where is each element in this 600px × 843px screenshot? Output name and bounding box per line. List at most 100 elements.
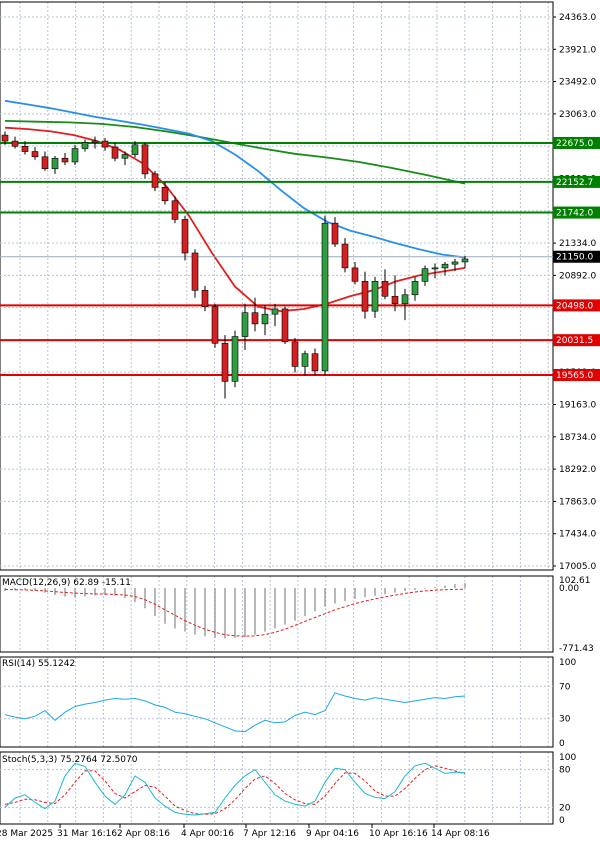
- rsi-y-label: 100: [559, 658, 576, 668]
- candle-body: [451, 261, 459, 265]
- macd-y-label: -771.43: [559, 644, 594, 654]
- level-label: 20498.0: [556, 301, 593, 311]
- x-tick-label: 14 Apr 08:16: [431, 829, 490, 839]
- candle-body: [151, 173, 159, 188]
- ma-red-line: [4, 126, 466, 313]
- macd-label: MACD(12,26,9) 62.89 -15.11: [2, 578, 131, 588]
- candle-body: [291, 341, 299, 367]
- candle-body: [31, 151, 39, 158]
- candle-body: [1, 134, 9, 142]
- macd-y-label: 0.00: [559, 584, 579, 594]
- x-tick-label: 28 Mar 2025: [0, 829, 53, 839]
- x-tick-label: 2 Apr 08:16: [117, 829, 170, 839]
- level-label: 22675.0: [556, 139, 593, 149]
- candle-body: [281, 308, 289, 343]
- candle-body: [131, 144, 139, 155]
- x-tick-label: 7 Apr 12:16: [243, 829, 296, 839]
- level-label: 20031.5: [556, 336, 593, 346]
- stoch-y-label: 20: [559, 803, 571, 813]
- level-label: 22152.7: [556, 178, 593, 188]
- macd-y-label: 102.61: [559, 576, 591, 586]
- pane-border: [0, 656, 554, 748]
- candle-body: [21, 146, 29, 152]
- candle-body: [211, 306, 219, 344]
- y-tick-label: 18734.0: [559, 433, 596, 443]
- candle-body: [61, 157, 69, 163]
- current-price-label: 21150.0: [556, 253, 593, 263]
- stoch-y-label: 100: [559, 753, 576, 763]
- candle-body: [321, 222, 329, 372]
- level-label-box: [553, 299, 600, 312]
- candle-body: [311, 353, 319, 372]
- x-tick-label: 31 Mar 16:16: [57, 829, 117, 839]
- candle-body: [251, 312, 259, 325]
- candle-body: [421, 268, 429, 282]
- candle-body: [411, 281, 419, 296]
- candle-body: [271, 308, 279, 315]
- candle-body: [51, 157, 59, 169]
- pane-border: [0, 575, 554, 653]
- candle-body: [431, 267, 439, 270]
- candle-body: [191, 252, 199, 291]
- candle-body: [351, 267, 359, 282]
- candle-body: [41, 156, 49, 169]
- stoch-label: Stoch(5,3,3) 75.2764 72.5070: [2, 755, 138, 765]
- y-tick-label: 18292.0: [559, 465, 596, 475]
- level-label-box: [553, 136, 600, 149]
- y-tick-label: 17863.0: [559, 497, 596, 507]
- x-tick-label: 4 Apr 00:16: [181, 829, 234, 839]
- macd-signal-line: [4, 588, 466, 637]
- rsi-line: [4, 692, 466, 733]
- y-tick-label: 23492.0: [559, 78, 596, 88]
- candle-body: [361, 281, 369, 312]
- candle-body: [371, 281, 379, 312]
- pane-border: [0, 1, 554, 571]
- candle-body: [111, 146, 119, 159]
- level-label: 19565.0: [556, 371, 593, 381]
- y-tick-label: 17434.0: [559, 530, 596, 540]
- level-label: 21742.0: [556, 209, 593, 219]
- y-tick-label: 24363.0: [559, 13, 596, 23]
- candle-body: [381, 281, 389, 297]
- y-tick-label: 23063.0: [559, 110, 596, 120]
- candle-body: [171, 200, 179, 220]
- rsi-y-label: 70: [559, 682, 571, 692]
- candle-body: [331, 222, 339, 245]
- candle-body: [301, 353, 309, 367]
- x-tick-label: 9 Apr 04:16: [306, 829, 359, 839]
- candle-body: [81, 142, 89, 149]
- rsi-y-label: 30: [559, 715, 571, 725]
- level-label-box: [553, 368, 600, 381]
- candle-body: [101, 140, 109, 148]
- x-tick-label: 10 Apr 16:16: [369, 829, 428, 839]
- candle-body: [341, 243, 349, 269]
- y-tick-label: 17005.0: [559, 562, 596, 572]
- y-tick-label: 23921.0: [559, 45, 596, 55]
- rsi-y-label: 0: [559, 739, 565, 749]
- y-tick-label: 19163.0: [559, 401, 596, 411]
- candle-body: [71, 148, 79, 163]
- candle-body: [461, 258, 469, 263]
- pane-border: [0, 751, 554, 825]
- stoch-y-label: 80: [559, 766, 571, 776]
- stoch-y-label: 0: [559, 816, 565, 826]
- candle-body: [161, 187, 169, 202]
- candle-body: [181, 219, 189, 254]
- candle-body: [261, 313, 269, 325]
- y-tick-label: 21334.0: [559, 239, 596, 249]
- candle-body: [231, 336, 239, 382]
- candle-body: [201, 290, 209, 308]
- candle-body: [141, 144, 149, 175]
- level-label-box: [553, 334, 600, 347]
- candle-body: [401, 294, 409, 305]
- candle-body: [441, 263, 449, 269]
- candle-body: [11, 140, 19, 147]
- stoch-k-line: [4, 762, 466, 816]
- candle-body: [391, 295, 399, 305]
- rsi-label: RSI(14) 55.1242: [2, 659, 75, 669]
- candle-body: [241, 312, 249, 337]
- level-label-box: [553, 206, 600, 219]
- ma-blue-line: [4, 99, 466, 259]
- level-label-box: [553, 175, 600, 188]
